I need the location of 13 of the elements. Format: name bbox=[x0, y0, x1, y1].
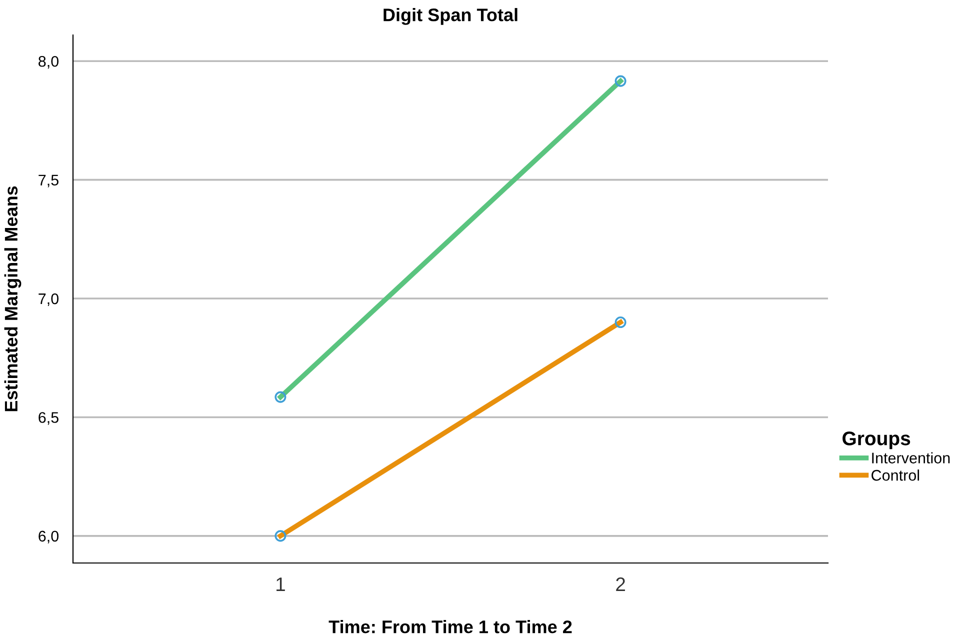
y-axis-title: Estimated Marginal Means bbox=[4, 186, 22, 412]
x-axis-title: Time: From Time 1 to Time 2 bbox=[328, 620, 572, 634]
y-tick-label: 6,0 bbox=[38, 530, 59, 544]
y-tick-label: 7,0 bbox=[38, 293, 59, 306]
legend-title: Groups bbox=[842, 432, 910, 450]
legend-label: Intervention bbox=[872, 452, 950, 464]
x-tick-label: 2 bbox=[616, 577, 625, 591]
y-tick-label: 7,5 bbox=[38, 174, 58, 188]
legend-label: Control bbox=[872, 470, 920, 481]
y-tick-label: 8,0 bbox=[38, 56, 59, 69]
y-tick-label: 6,5 bbox=[38, 412, 58, 425]
x-tick-label: 1 bbox=[276, 578, 285, 591]
chart-title: Digit Span Total bbox=[384, 8, 518, 25]
